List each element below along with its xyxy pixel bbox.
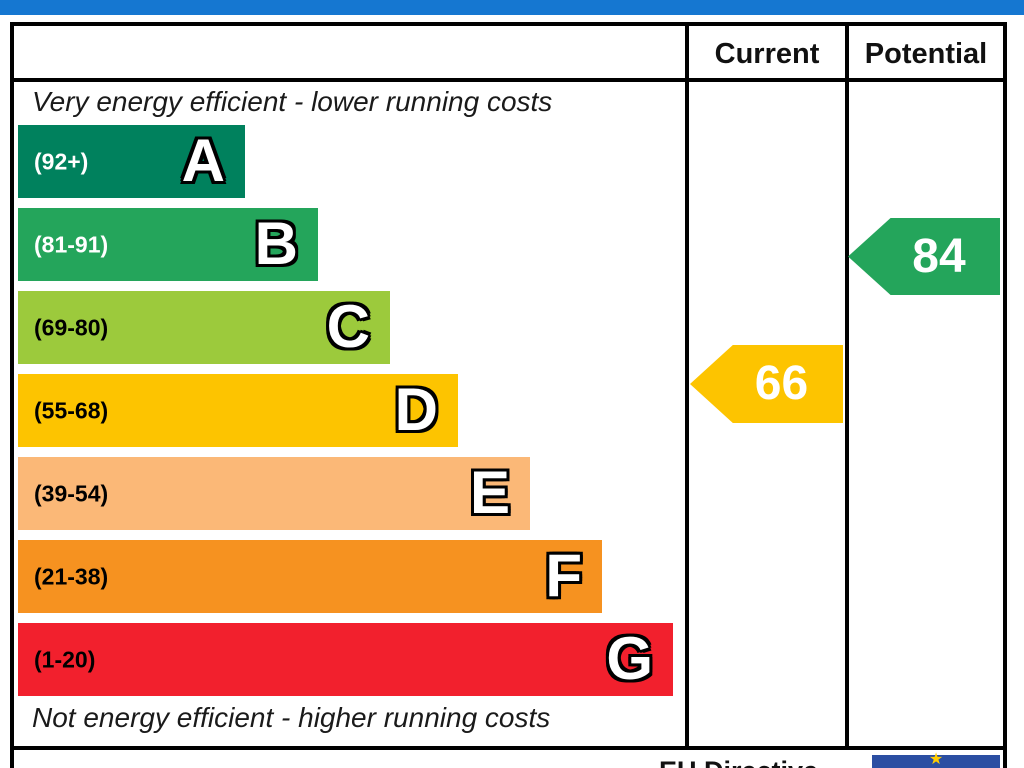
band-letter: E [469,458,510,526]
band-letter: G [606,624,653,692]
band-range-label: (92+) [34,148,89,174]
potential-rating-value: 84 [912,230,966,283]
top-blue-bar [0,0,1024,15]
band-letter: A [181,126,225,194]
band-range-label: (21-38) [34,563,109,589]
band-D: (55-68) D [18,374,458,447]
band-G: (1-20) G [18,623,673,696]
footer-row: EU Directive ★ [10,750,1007,768]
eu-flag-icon: ★ [872,751,1000,768]
band-letter: B [254,209,298,277]
band-letter: F [545,541,582,609]
potential-column-divider [845,26,849,746]
band-letter: D [394,375,438,443]
band-F: (21-38) F [18,540,602,613]
current-column-header: Current [714,38,820,70]
header-separator [14,78,1003,82]
band-E: (39-54) E [18,457,530,530]
bottom-caption: Not energy efficient - higher running co… [32,702,551,733]
current-column-divider [685,26,689,746]
band-A: (92+) A [18,125,245,198]
band-letter: C [326,292,370,360]
potential-column-header: Potential [864,38,988,70]
band-range-label: (69-80) [34,314,109,340]
eu-directive-label: EU Directive [659,756,818,768]
band-range-label: (55-68) [34,397,109,423]
eu-star-icon: ★ [928,751,944,768]
band-range-label: (81-91) [34,231,109,257]
top-caption: Very energy efficient - lower running co… [32,86,553,117]
current-rating-value: 66 [754,357,809,410]
band-range-label: (39-54) [34,480,109,506]
band-range-label: (1-20) [34,646,96,672]
band-C: (69-80) C [18,291,390,364]
potential-rating-arrow: 84 [848,218,1000,295]
band-B: (81-91) B [18,208,318,281]
